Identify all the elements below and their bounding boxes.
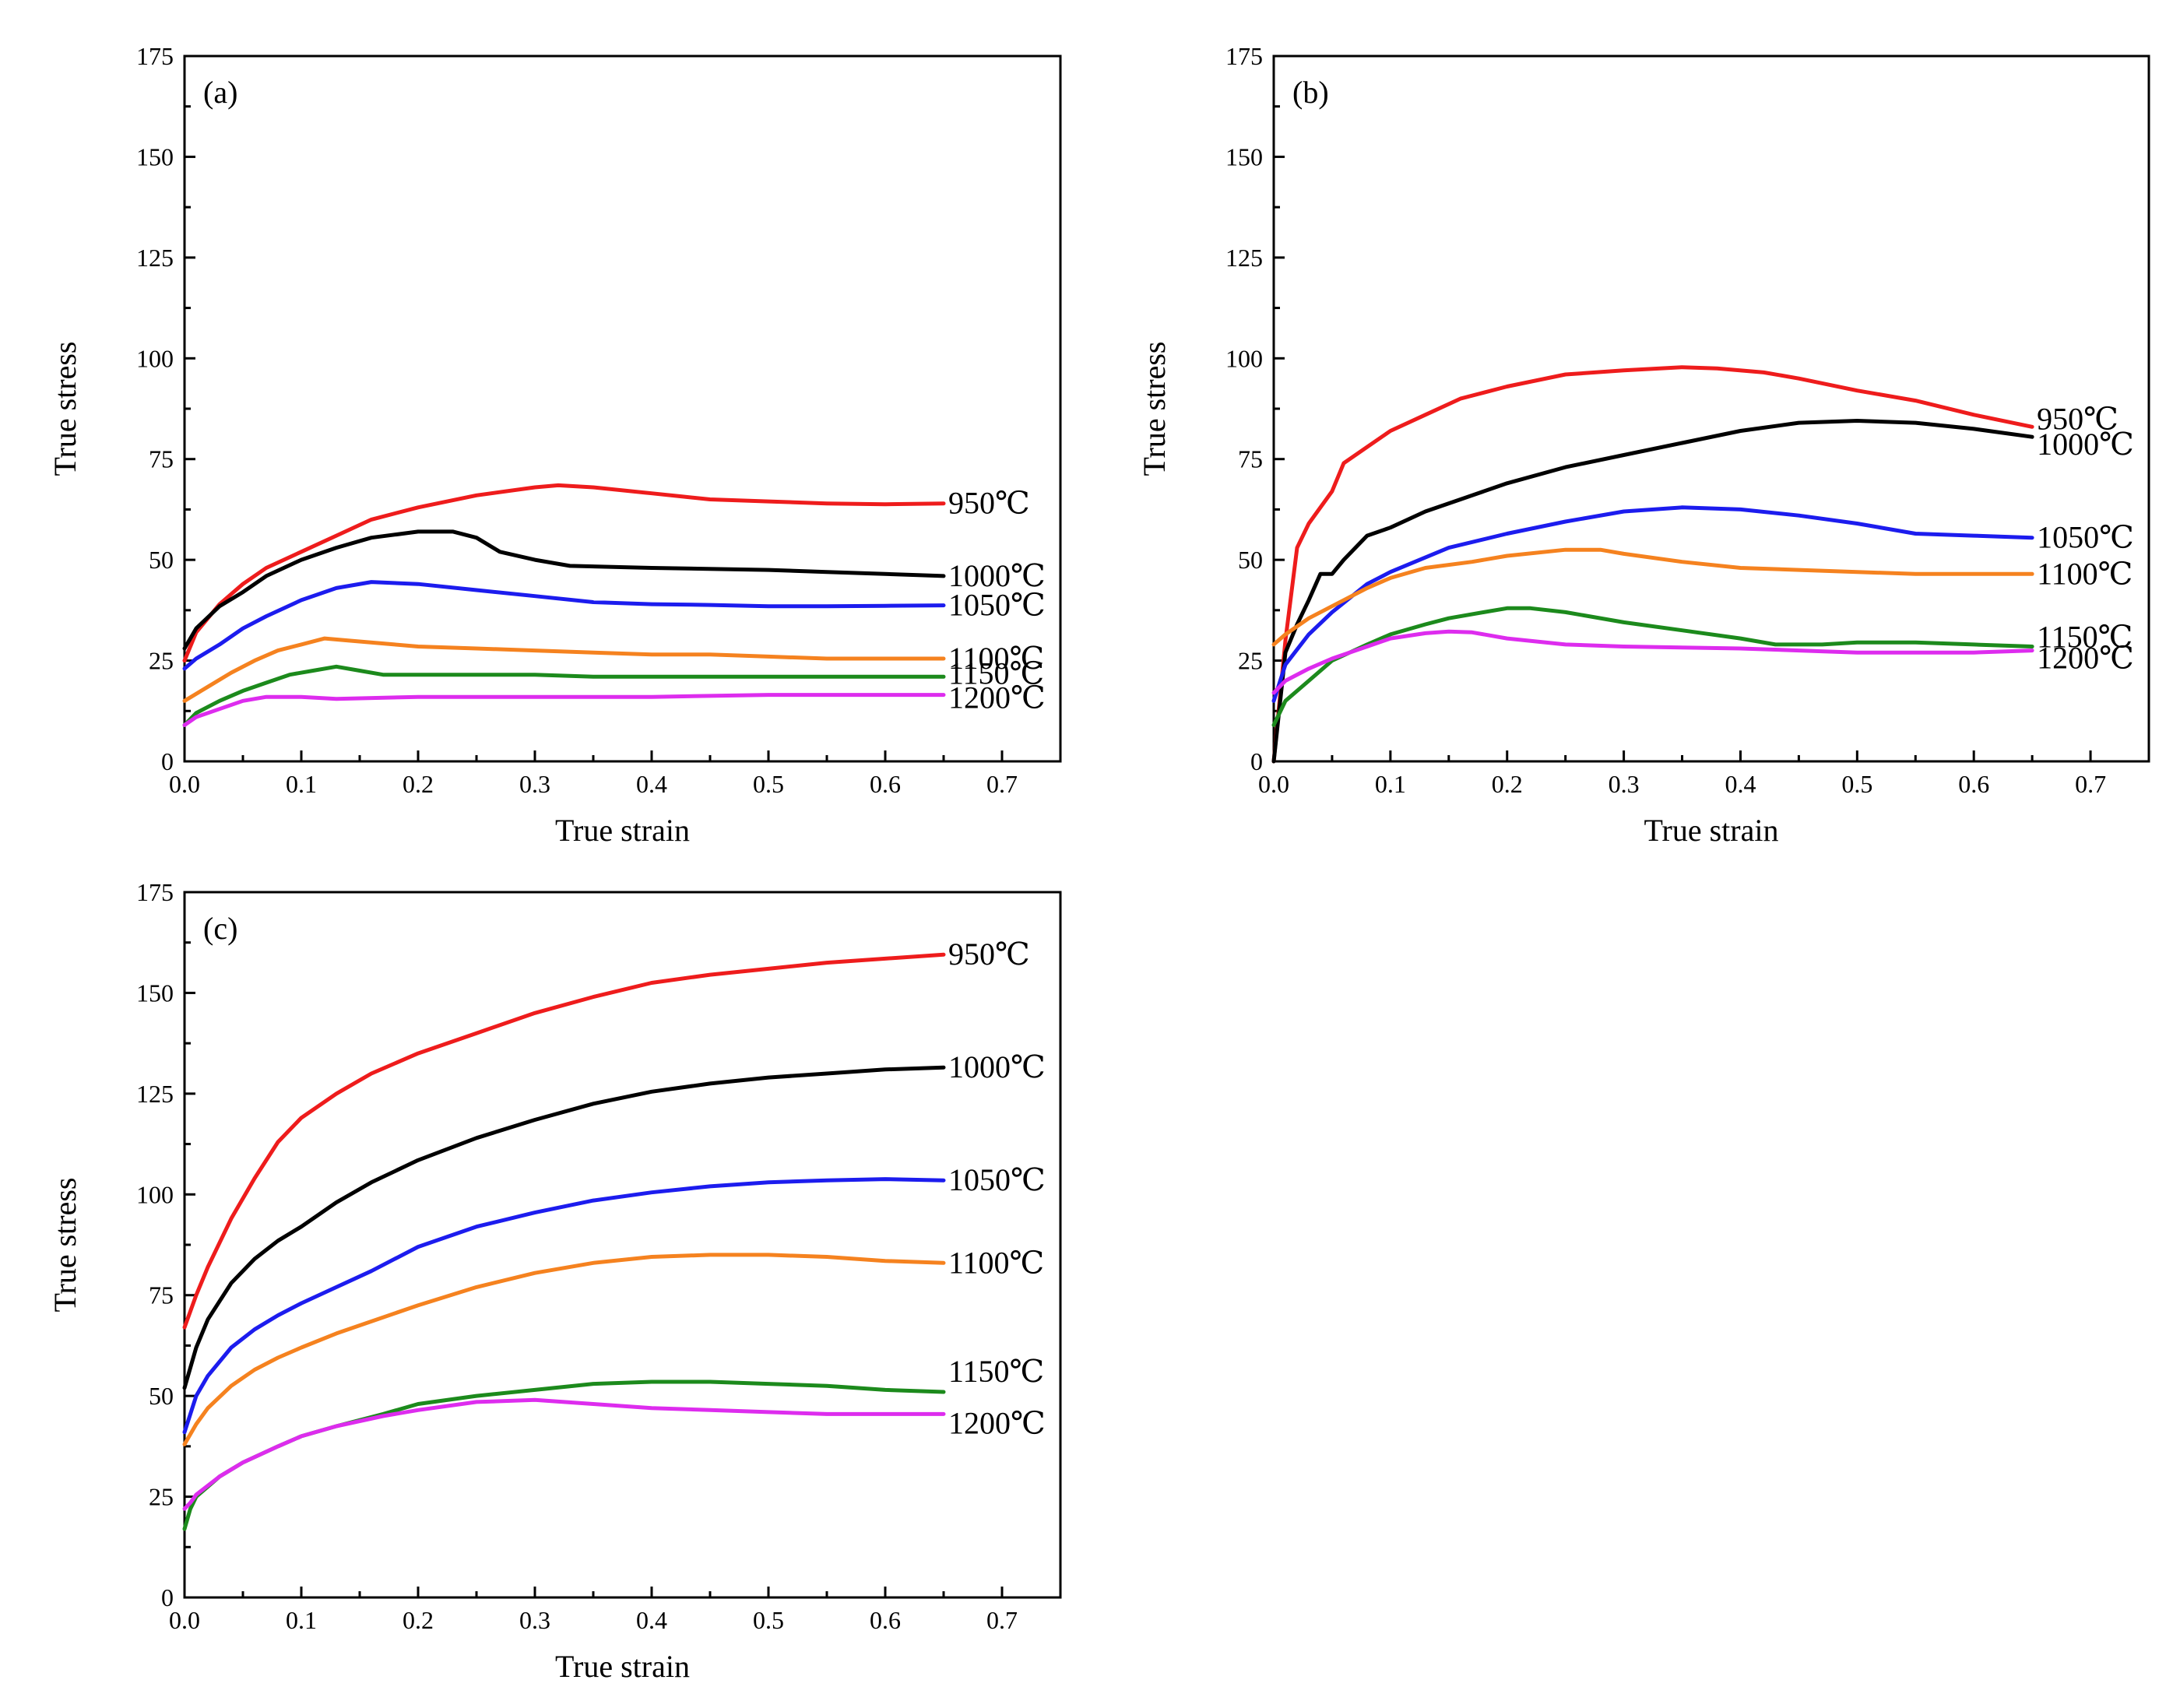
x-tick-label: 0.3 xyxy=(1609,770,1640,798)
x-tick-label: 0.1 xyxy=(286,770,317,798)
chart-panel-c: 0 25 50 75 100 125 150 175 0.0 0.1 0.2 0.3 0.4 0.5 0.6… xyxy=(47,878,1062,1684)
series-line-1000c xyxy=(1271,419,2034,764)
y-tick-label: 0 xyxy=(161,747,174,775)
x-tick-label: 0.0 xyxy=(169,1606,200,1634)
plot-frame xyxy=(183,54,1062,763)
chart-panel-b: 0 25 50 75 100 125 150 175 0.0 0.1 0.2 0.3 0.4 0.5 0.6… xyxy=(1137,42,2150,848)
series-label: 1100℃ xyxy=(2037,556,2133,591)
y-tick-label: 125 xyxy=(136,244,174,272)
x-tick-label: 0.6 xyxy=(1958,770,1989,798)
y-tick-label: 25 xyxy=(149,647,174,675)
y-tick-label: 100 xyxy=(1225,344,1263,372)
series-label: 1100℃ xyxy=(948,1245,1044,1280)
series-line-950c xyxy=(182,952,946,1330)
x-tick-label: 0.2 xyxy=(403,1606,434,1634)
series-label: 1200℃ xyxy=(2037,641,2134,676)
y-tick-label: 150 xyxy=(1225,142,1263,170)
series-label: 1100℃ xyxy=(948,641,1044,676)
y-tick-label: 25 xyxy=(1238,647,1263,675)
y-tick-label: 0 xyxy=(1250,747,1263,775)
y-tick-label: 125 xyxy=(1225,244,1263,272)
series-line-1100c xyxy=(1271,547,2034,647)
y-tick-label: 175 xyxy=(1225,42,1263,70)
series-label: 1000℃ xyxy=(2037,427,2134,462)
x-tick-label: 0.0 xyxy=(1258,770,1289,798)
x-tick-label: 0.2 xyxy=(1492,770,1523,798)
chart-panel-a: 0 25 50 75 100 125 150 175 0.0 0.1 0.2 0.3 0.4 0.5 0.6… xyxy=(47,42,1062,848)
series-label: 1000℃ xyxy=(948,558,1046,593)
x-tick-label: 0.5 xyxy=(1841,770,1872,798)
series-label: 1000℃ xyxy=(948,1049,1046,1084)
plot-frame xyxy=(1272,54,2150,763)
x-tick-label: 0.2 xyxy=(403,770,434,798)
x-tick-label: 0.6 xyxy=(870,770,901,798)
series-line-1000c xyxy=(182,529,946,651)
series-label: 1200℃ xyxy=(948,680,1046,715)
x-tick-label: 0.3 xyxy=(519,770,550,798)
x-tick-label: 0.1 xyxy=(1375,770,1406,798)
series-line-1050c xyxy=(1271,505,2034,703)
panel-label: (a) xyxy=(203,75,237,110)
series-label: 1150℃ xyxy=(948,1354,1044,1389)
x-tick-label: 0.4 xyxy=(636,1606,667,1634)
series-label: 1050℃ xyxy=(2037,520,2134,555)
x-tick-label: 0.5 xyxy=(753,1606,784,1634)
y-tick-label: 100 xyxy=(136,1180,174,1208)
panel-label: (b) xyxy=(1292,75,1329,110)
series-line-1200c xyxy=(182,693,946,727)
y-tick-label: 50 xyxy=(1238,546,1263,574)
y-tick-label: 75 xyxy=(1238,445,1263,473)
series-line-950c xyxy=(182,483,946,663)
series-label: 1150℃ xyxy=(2037,619,2133,654)
y-axis-title: True stress xyxy=(47,342,83,476)
x-tick-label: 0.4 xyxy=(1725,770,1756,798)
y-tick-label: 50 xyxy=(149,546,174,574)
y-tick-label: 0 xyxy=(161,1583,174,1611)
series-line-1200c xyxy=(1271,629,2034,695)
y-tick-label: 100 xyxy=(136,344,174,372)
y-axis-title: True stress xyxy=(1137,342,1172,476)
x-axis-title: True strain xyxy=(1644,813,1779,848)
series-line-1150c xyxy=(1271,606,2034,727)
y-axis-title: True stress xyxy=(47,1178,83,1313)
panel-label: (c) xyxy=(203,911,237,946)
series-line-1100c xyxy=(182,1253,946,1446)
series-label: 1050℃ xyxy=(948,1162,1046,1197)
y-tick-label: 50 xyxy=(149,1382,174,1410)
y-tick-label: 75 xyxy=(149,445,174,473)
series-label: 950℃ xyxy=(948,486,1030,521)
x-tick-label: 0.4 xyxy=(636,770,667,798)
series-line-1100c xyxy=(182,636,946,703)
series-line-1050c xyxy=(182,1177,946,1435)
x-tick-label: 0.0 xyxy=(169,770,200,798)
series-line-1000c xyxy=(182,1065,946,1390)
series-line-1050c xyxy=(182,580,946,671)
y-tick-label: 150 xyxy=(136,142,174,170)
y-tick-label: 175 xyxy=(136,878,174,906)
series-label: 1050℃ xyxy=(948,588,1046,623)
series-label: 950℃ xyxy=(948,937,1030,972)
series-line-950c xyxy=(1271,365,2034,764)
x-axis-title: True strain xyxy=(555,1649,690,1684)
series-line-1200c xyxy=(182,1397,946,1511)
x-tick-label: 0.1 xyxy=(286,1606,317,1634)
y-tick-label: 75 xyxy=(149,1281,174,1309)
plot-frame xyxy=(183,891,1062,1599)
x-axis-title: True strain xyxy=(555,813,690,848)
series-label: 1200℃ xyxy=(948,1405,1046,1440)
series-line-1150c xyxy=(182,664,946,727)
y-tick-label: 25 xyxy=(149,1483,174,1511)
y-tick-label: 125 xyxy=(136,1080,174,1108)
series-label: 1150℃ xyxy=(948,655,1044,691)
x-tick-label: 0.7 xyxy=(986,770,1018,798)
x-tick-label: 0.6 xyxy=(870,1606,901,1634)
x-tick-label: 0.3 xyxy=(519,1606,550,1634)
y-tick-label: 150 xyxy=(136,979,174,1007)
x-tick-label: 0.7 xyxy=(2075,770,2106,798)
y-tick-label: 175 xyxy=(136,42,174,70)
series-label: 950℃ xyxy=(2037,401,2118,436)
x-tick-label: 0.7 xyxy=(986,1606,1018,1634)
x-tick-label: 0.5 xyxy=(753,770,784,798)
